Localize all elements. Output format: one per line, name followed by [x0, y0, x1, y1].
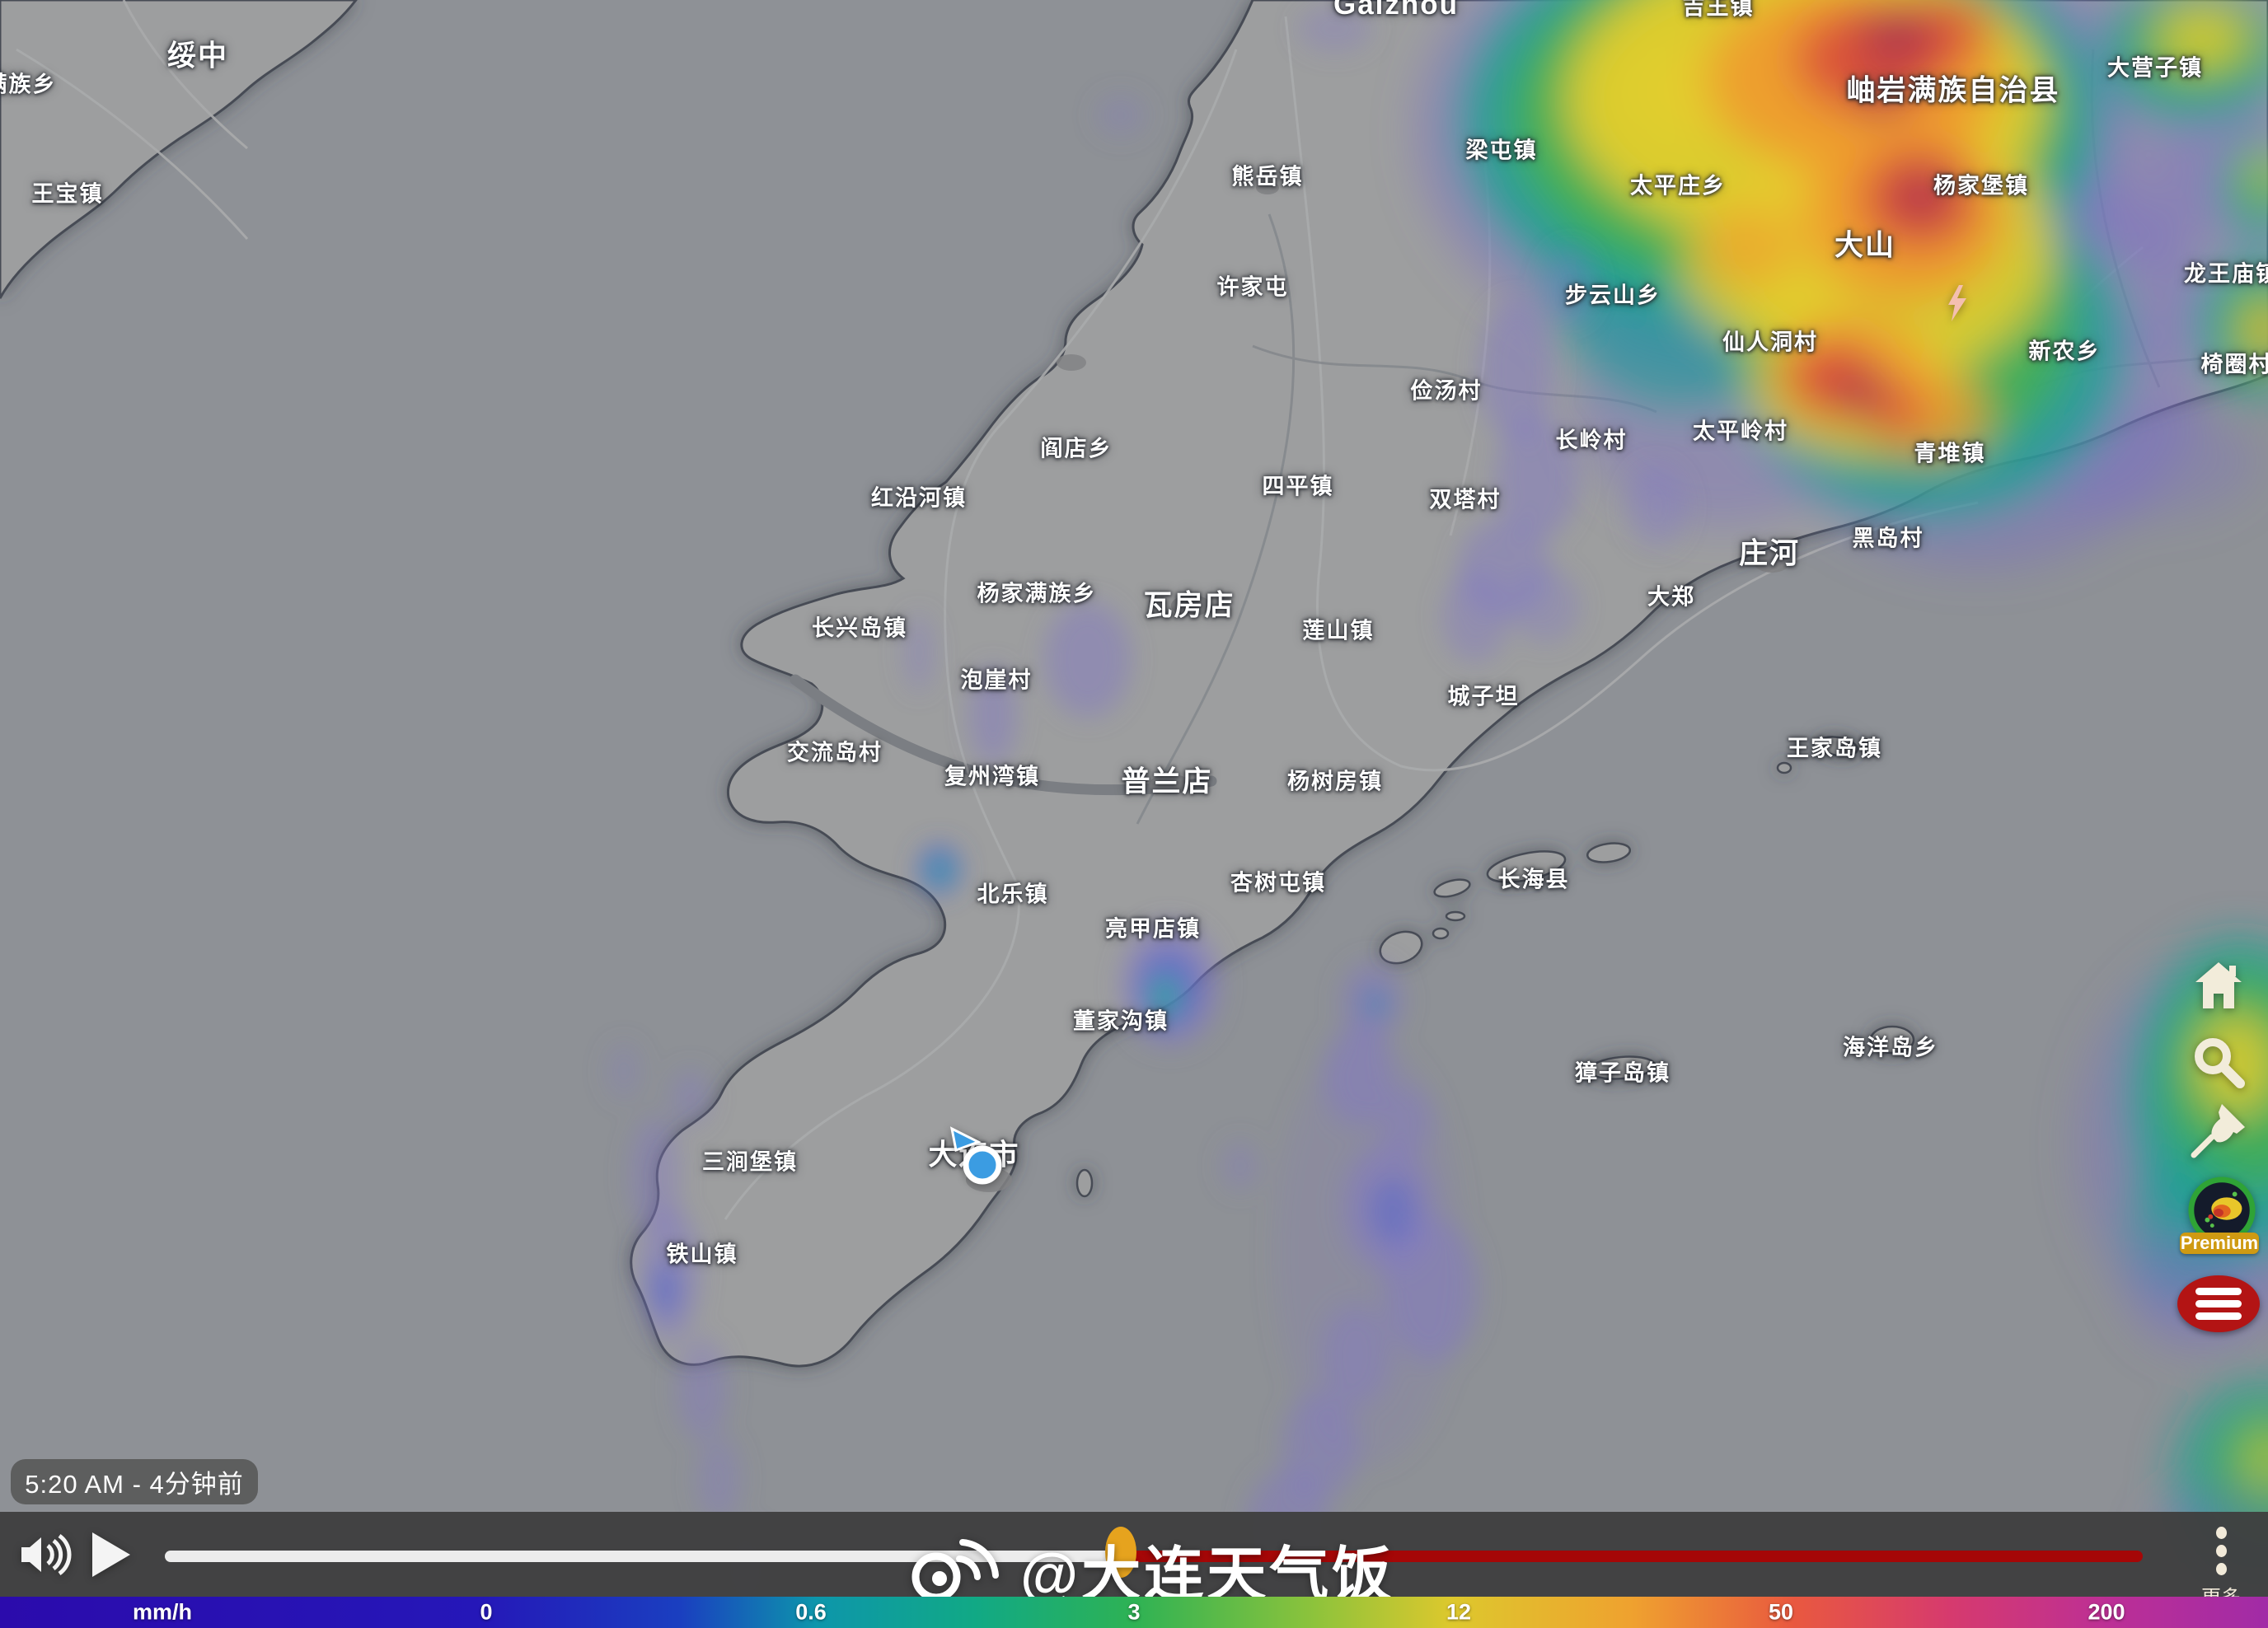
map-place-label: 泡崖村	[960, 667, 1033, 693]
map-place-label: 四平镇	[1262, 474, 1334, 499]
precipitation-legend: mm/h 0 0.6 3 12 50 200	[0, 1597, 2268, 1628]
map-place-label: 长海县	[1497, 867, 1570, 892]
map-place-label: 董家沟镇	[1073, 1008, 1169, 1034]
map-place-label: 普兰店	[1121, 765, 1213, 798]
menu-bar	[2195, 1312, 2242, 1320]
kebab-dot	[2215, 1527, 2227, 1539]
map-place-label: 城子坦	[1447, 684, 1520, 709]
play-icon[interactable]	[89, 1531, 132, 1579]
map-place-label: 大郑	[1647, 584, 1695, 610]
home-icon[interactable]	[2189, 961, 2248, 1013]
legend-tick: 50	[1768, 1599, 1794, 1625]
map-place-label: 杏树屯镇	[1230, 870, 1326, 896]
pin-icon[interactable]	[2187, 1101, 2248, 1158]
legend-tick: 3	[1127, 1599, 1141, 1625]
menu-bar	[2195, 1300, 2242, 1308]
legend-tick: 12	[1446, 1599, 1472, 1625]
map-place-label: 王家岛镇	[1787, 736, 1882, 761]
playhead-handle[interactable]	[1105, 1527, 1136, 1578]
kebab-dot	[2215, 1563, 2227, 1575]
map-place-label: 太平庄乡	[1630, 173, 1726, 199]
map-place-label: 太平岭村	[1693, 419, 1788, 444]
menu-bar	[2195, 1288, 2242, 1295]
map-place-label: 海洋岛乡	[1843, 1035, 1938, 1060]
map-place-label: 杨家堡镇	[1933, 173, 2029, 199]
map-place-label: 长兴岛镇	[812, 615, 907, 641]
map-place-label: 大山	[1834, 229, 1896, 262]
menu-icon[interactable]	[2177, 1275, 2260, 1332]
map-place-label: 瓦房店	[1143, 589, 1235, 622]
map-place-label: 双塔村	[1429, 487, 1502, 512]
map-place-label: 步云山乡	[1565, 283, 1661, 308]
speaker-icon[interactable]	[20, 1532, 74, 1577]
progress-bar-played[interactable]	[165, 1551, 1121, 1562]
map-place-label: 新农乡	[2028, 339, 2101, 364]
map-place-label: 吉王镇	[1682, 0, 1755, 20]
map-place-label: 庄河	[1738, 537, 1801, 570]
map-place-label: 交流岛村	[787, 740, 883, 765]
map-place-label: 俭汤村	[1410, 378, 1483, 404]
map-place-label: 北乐镇	[977, 882, 1049, 907]
map-place-label: 杨家满族乡	[977, 581, 1097, 606]
map-place-label: 椅圈村	[2200, 352, 2268, 377]
kebab-dot	[2215, 1545, 2227, 1557]
map-place-label: 青堆镇	[1914, 441, 1986, 466]
map-place-label: 长岭村	[1555, 428, 1628, 453]
legend-unit-label: mm/h	[132, 1599, 193, 1625]
map-place-label: 杨树房镇	[1287, 769, 1383, 794]
map-place-label: 大营子镇	[2107, 55, 2203, 81]
legend-tick: 0	[480, 1599, 493, 1625]
map-place-label: 獐子岛镇	[1575, 1060, 1671, 1086]
lightning-icon	[1948, 285, 1966, 321]
map-place-label: 王宝镇	[31, 181, 104, 207]
map-place-label: 龙王庙镇	[2184, 261, 2268, 287]
map-place-label: 黑岛村	[1852, 526, 1924, 551]
weibo-icon	[911, 1539, 999, 1602]
map-place-label: 满族乡	[0, 72, 57, 97]
premium-badge: Premium	[2180, 1233, 2259, 1254]
progress-bar-remaining[interactable]	[1121, 1551, 2143, 1562]
map-place-label: 许家屯	[1216, 274, 1289, 300]
map-place-label: 复州湾镇	[944, 764, 1040, 789]
location-marker	[949, 1126, 1002, 1185]
map-place-label: 岫岩满族自治县	[1846, 74, 2060, 107]
legend-tick: 0.6	[795, 1599, 827, 1625]
map-place-label: 仙人洞村	[1722, 330, 1818, 355]
search-icon[interactable]	[2189, 1033, 2248, 1091]
map-place-label: 红沿河镇	[871, 485, 967, 511]
map-place-label: 铁山镇	[666, 1242, 738, 1267]
legend-tick: 200	[2088, 1599, 2125, 1625]
map-place-label: 亮甲店镇	[1105, 916, 1201, 942]
map-place-label: 熊岳镇	[1231, 164, 1304, 189]
map-place-label: 阎店乡	[1040, 436, 1113, 461]
timestamp-chip: 5:20 AM - 4分钟前	[11, 1459, 258, 1504]
map-place-label: Gaizhou	[1333, 0, 1460, 21]
storm-cell	[1418, 0, 2268, 568]
map-place-label: 莲山镇	[1302, 618, 1375, 643]
map-place-label: 三涧堡镇	[702, 1149, 798, 1175]
map-place-label: 绥中	[166, 40, 229, 73]
map-place-label: 梁屯镇	[1465, 138, 1538, 163]
